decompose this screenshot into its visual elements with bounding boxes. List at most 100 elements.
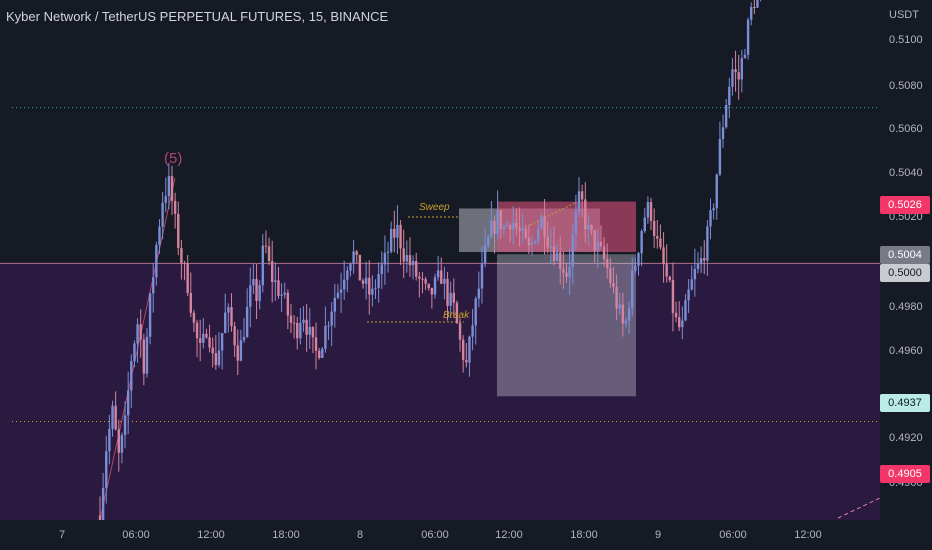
candle-body [408,255,412,266]
candle-body [415,260,418,277]
candle-body [621,304,625,324]
candle-body [418,276,421,279]
sell-box [497,201,636,252]
candle-body [142,339,146,374]
candle-body [205,333,208,338]
demand-zone [0,263,880,520]
candle-body [690,279,693,290]
candle-body [678,317,681,328]
projection-line [837,497,881,519]
candle-body [659,238,662,248]
candle-body [371,288,374,295]
candle-body [152,277,155,294]
candle-body [302,319,305,323]
candle-body [490,220,493,238]
x-tick-label: 18:00 [570,529,598,541]
candle-body [255,279,258,301]
candle-body [587,224,590,230]
candle-body [502,226,506,230]
candle-body [405,255,409,262]
candle-body [515,222,518,228]
candle-body [192,312,196,323]
y-tick-label: 0.5060 [889,123,923,135]
y-tick-label: 0.4980 [889,301,923,313]
candle-body [734,69,737,73]
candle-body [399,224,402,249]
candle-body [236,345,239,361]
candle-body [170,176,174,201]
candle-body [368,277,371,295]
candle-body [114,405,117,430]
candle-body [590,224,593,231]
candle-body [703,258,706,261]
candle-body [133,343,136,362]
target-arrow [529,202,576,226]
candle-body [317,350,321,358]
candle-body [173,200,177,214]
candle-body [183,263,186,265]
candle-body [724,105,728,128]
candle-body [568,266,571,277]
x-tick-label: 18:00 [272,529,300,541]
candle-body [750,6,753,20]
candle-body [652,220,656,237]
candle-body [440,270,443,284]
candle-body [333,297,337,312]
candle-body [136,324,139,344]
price-badge-level: 0.5000 [880,264,930,282]
candle-body [274,280,277,282]
candle-body [571,234,574,267]
candle-body [577,191,581,212]
candle-body [665,264,668,277]
candle-body [349,263,352,271]
candle-body [565,272,568,277]
candle-body [662,247,665,265]
candle-body [627,308,631,321]
candle-body [311,326,315,338]
candle-body [731,69,734,87]
candle-body [449,292,452,306]
y-tick-label: 0.5020 [889,211,923,223]
candle-body [105,451,108,489]
candle-body [101,488,105,527]
candle-body [289,315,293,323]
candle-body [527,237,531,246]
candle-body [270,261,274,282]
candle-body [427,283,430,289]
candle-body [756,0,759,8]
candle-body [468,336,471,363]
candle-body [386,251,390,253]
candle-body [674,312,678,318]
candle-body [684,300,687,321]
wave-5-label: (5) [164,150,183,167]
candle-body [649,202,653,221]
candle-body [477,288,481,299]
candle-body [646,202,650,218]
candle-body [421,278,424,280]
candle-body [111,405,114,430]
price-badge-low: 0.4905 [880,465,930,483]
candle-body [267,246,271,262]
candle-body [480,263,484,289]
price-badge-target: 0.4937 [880,394,930,412]
candle-body [164,196,167,203]
candle-body [352,251,355,264]
break-label: Break [443,310,470,321]
y-tick-label: 0.5100 [889,34,923,46]
candle-body [324,326,327,349]
candle-body [346,270,349,280]
candle-body [296,322,299,339]
candle-body [336,292,340,298]
candle-body [718,139,722,175]
candle-body [584,199,587,230]
candle-body [524,228,527,238]
candle-body [202,333,205,343]
candle-body [443,278,446,284]
candle-body [361,280,365,284]
candle-body [612,283,615,288]
candle-body [471,325,474,337]
candle-body [389,228,393,252]
candle-body [430,288,434,295]
